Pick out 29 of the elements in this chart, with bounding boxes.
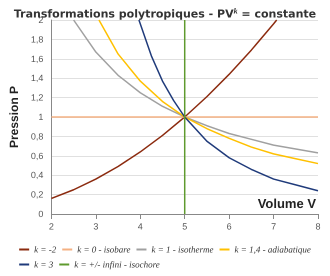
x-tick-label: 7 xyxy=(271,222,276,232)
x-axis-title: Volume V xyxy=(258,196,316,211)
y-tick-label: 0 xyxy=(38,209,44,219)
y-tick-label: 1 xyxy=(38,112,44,122)
legend-label: k = 3 xyxy=(34,260,54,270)
y-tick-label: 0,4 xyxy=(30,170,44,180)
y-tick-label: 1,6 xyxy=(30,54,44,64)
x-tick-label: 4 xyxy=(138,222,143,232)
legend-label: k = -2 xyxy=(34,244,57,254)
y-tick-label: 0,8 xyxy=(30,131,44,142)
y-tick-label: 1,4 xyxy=(30,73,44,84)
y-tick-label: 0,6 xyxy=(30,150,44,161)
legend-label: k = 0 - isobare xyxy=(77,244,130,254)
y-tick-label: 1,8 xyxy=(30,34,44,44)
y-tick-label: 0,2 xyxy=(30,190,44,200)
x-tick-label: 3 xyxy=(93,222,98,232)
legend-label: k = 1 - isotherme xyxy=(151,244,214,254)
y-axis-title: Pression P xyxy=(7,86,21,148)
line-series xyxy=(98,19,319,164)
line-series xyxy=(138,19,319,192)
x-tick-label: 5 xyxy=(182,222,188,232)
line-series xyxy=(72,19,319,154)
line-series xyxy=(50,19,278,200)
x-tick-label: 2 xyxy=(48,222,54,232)
y-tick-label: 1,2 xyxy=(30,92,44,103)
x-tick-label: 6 xyxy=(226,222,232,232)
x-tick-label: 8 xyxy=(315,222,321,232)
legend-label: k = +/- infini - isochore xyxy=(74,260,160,270)
legend-label: k = 1,4 - adiabatique xyxy=(234,244,311,254)
